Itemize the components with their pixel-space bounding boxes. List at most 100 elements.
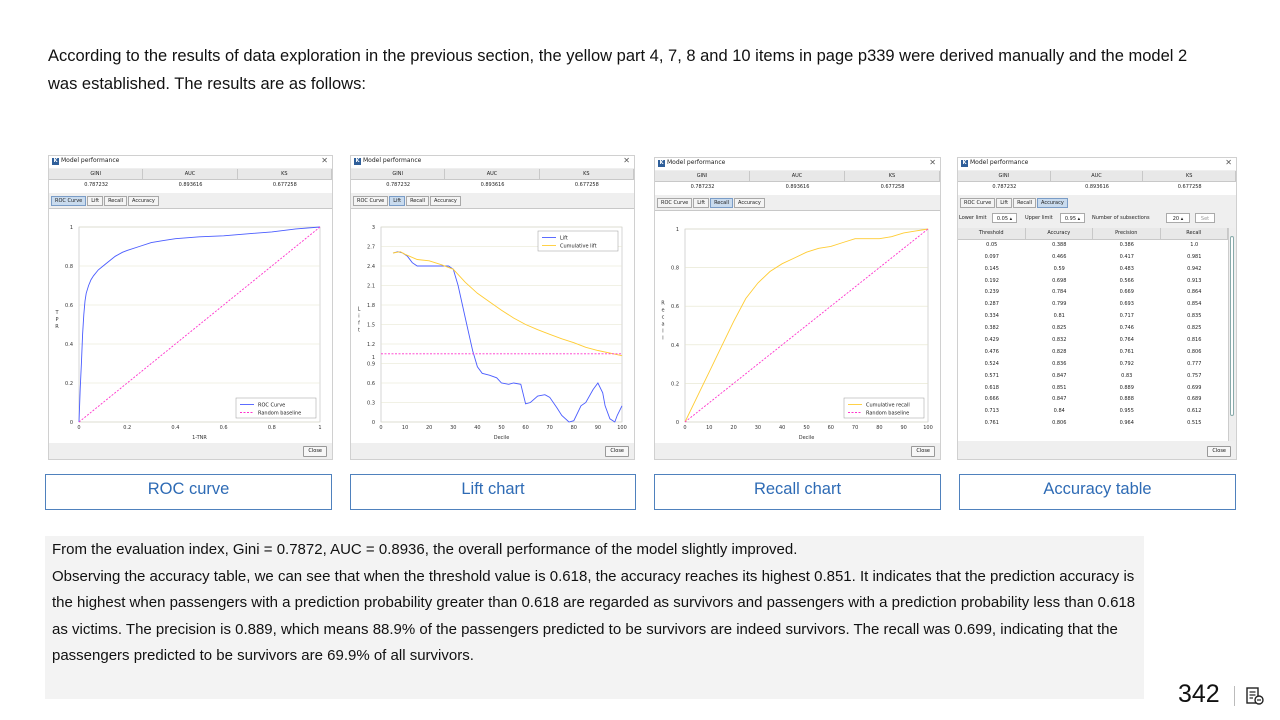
table-cell: 0.693 <box>1119 301 1134 308</box>
column-header[interactable]: Precision <box>1093 228 1161 240</box>
tab-lift[interactable]: Lift <box>389 196 406 206</box>
table-cell: 0.386 <box>1119 241 1134 248</box>
close-icon[interactable]: ✕ <box>929 158 936 167</box>
table-cell: 0.784 <box>1052 289 1067 296</box>
tab-accuracy[interactable]: Accuracy <box>1036 198 1068 208</box>
table-row[interactable]: 0.524 0.836 0.792 0.777 <box>958 359 1228 371</box>
subsections-spinner[interactable]: 20 ▴ <box>1166 213 1190 223</box>
table-row[interactable]: 0.761 0.806 0.964 0.515 <box>958 418 1228 430</box>
tab-bar: ROC Curve Lift Recall Accuracy <box>657 198 766 208</box>
table-row[interactable]: 0.618 0.851 0.889 0.699 <box>958 383 1228 395</box>
table-cell: 0.515 <box>1187 420 1202 427</box>
table-cell: 0.466 <box>1052 253 1067 260</box>
table-cell: 0.83 <box>1121 372 1133 379</box>
column-header[interactable]: Threshold <box>958 228 1026 240</box>
table-scrollbar[interactable] <box>1228 228 1235 441</box>
table-row[interactable]: 0.287 0.799 0.693 0.854 <box>958 299 1228 311</box>
summary-line-2: Observing the accuracy table, we can see… <box>52 567 1136 665</box>
app-logo-icon: K <box>354 158 361 165</box>
model-performance-window-accuracy: K Model performance ✕ GINI AUC KS 0.787232… <box>957 157 1237 460</box>
series-line-roc-curve <box>78 226 321 423</box>
legend-entry: Cumulative recall <box>866 403 910 409</box>
table-cell: 0.666 <box>984 396 999 403</box>
table-row[interactable]: 0.05 0.388 0.386 1.0 <box>958 240 1228 252</box>
tab-lift[interactable]: Lift <box>996 198 1013 208</box>
tab-recall[interactable]: Recall <box>1013 198 1036 208</box>
x-tick-label: 30 <box>450 425 456 431</box>
table-row[interactable]: 0.382 0.825 0.746 0.825 <box>958 323 1228 335</box>
tab-recall[interactable]: Recall <box>104 196 127 206</box>
table-cell: 0.699 <box>1187 384 1202 391</box>
close-button[interactable]: Close <box>303 446 327 457</box>
tab-recall[interactable]: Recall <box>710 198 733 208</box>
table-row[interactable]: 0.334 0.81 0.717 0.835 <box>958 311 1228 323</box>
x-tick-label: 100 <box>617 425 627 431</box>
x-tick-label: 60 <box>522 425 528 431</box>
upper-limit-spinner[interactable]: 0.95 ▴ <box>1060 213 1085 223</box>
tab-roc-curve[interactable]: ROC Curve <box>353 196 389 206</box>
y-tick-label: 0.4 <box>671 343 679 349</box>
y-axis-label-letter: a <box>661 322 664 328</box>
tab-accuracy[interactable]: Accuracy <box>127 196 159 206</box>
window-title: Model performance <box>667 159 726 166</box>
table-row[interactable]: 0.571 0.847 0.83 0.757 <box>958 371 1228 383</box>
y-axis-label-letter: P <box>55 317 58 323</box>
column-header[interactable]: Accuracy <box>1025 228 1093 240</box>
close-icon[interactable]: ✕ <box>321 156 328 165</box>
y-tick-label: 2.7 <box>367 245 375 251</box>
close-button[interactable]: Close <box>911 446 935 457</box>
table-row[interactable]: 0.145 0.59 0.483 0.942 <box>958 264 1228 276</box>
y-axis-label-letter: f <box>358 321 360 327</box>
y-tick-label: 3 <box>372 225 375 231</box>
table-row[interactable]: 0.239 0.784 0.669 0.864 <box>958 287 1228 299</box>
table-row[interactable]: 0.476 0.828 0.761 0.806 <box>958 347 1228 359</box>
scrollbar-thumb[interactable] <box>1230 236 1234 416</box>
tab-accuracy[interactable]: Accuracy <box>733 198 765 208</box>
table-cell: 0.524 <box>984 360 999 367</box>
tab-roc-curve[interactable]: ROC Curve <box>657 198 693 208</box>
x-tick-label: 1 <box>318 425 321 431</box>
y-tick-label: 0 <box>676 420 679 426</box>
table-cell: 0.806 <box>1187 348 1202 355</box>
tab-lift[interactable]: Lift <box>87 196 104 206</box>
table-row[interactable]: 0.429 0.832 0.764 0.816 <box>958 335 1228 347</box>
y-axis-label-letter: T <box>54 310 59 316</box>
tab-recall[interactable]: Recall <box>406 196 429 206</box>
caption-roc: ROC curve <box>45 474 332 510</box>
y-tick-label: 0.6 <box>367 381 375 387</box>
table-row[interactable]: 0.666 0.847 0.888 0.689 <box>958 394 1228 406</box>
table-row[interactable]: 0.192 0.698 0.566 0.913 <box>958 276 1228 288</box>
tab-roc-curve[interactable]: ROC Curve <box>960 198 996 208</box>
y-tick-label: 0.8 <box>65 264 73 270</box>
tab-roc-curve[interactable]: ROC Curve <box>51 196 87 206</box>
lower-limit-spinner[interactable]: 0.05 ▴ <box>992 213 1017 223</box>
table-cell: 0.689 <box>1187 396 1202 403</box>
set-button[interactable]: Set <box>1195 213 1215 223</box>
metric-value: 0.893616 <box>178 182 203 188</box>
roc-chart: 0 0.2 0.4 0.6 0.8 1 0 0.2 0.4 0.6 0.8 1 1-TNR TPR ROC … <box>54 225 321 441</box>
table-cell: 0.382 <box>984 325 999 332</box>
table-cell: 0.854 <box>1187 301 1202 308</box>
tab-lift[interactable]: Lift <box>693 198 710 208</box>
table-cell: 0.84 <box>1053 408 1065 415</box>
table-cell: 0.334 <box>984 313 999 320</box>
table-cell: 0.388 <box>1052 241 1067 248</box>
table-cell: 0.713 <box>984 408 999 415</box>
metric-value: 0.677258 <box>272 182 297 188</box>
tab-bar: ROC Curve Lift Recall Accuracy <box>960 198 1069 208</box>
x-tick-label: 80 <box>571 425 577 431</box>
close-button[interactable]: Close <box>605 446 629 457</box>
table-cell: 0.792 <box>1119 360 1134 367</box>
close-button[interactable]: Close <box>1207 446 1231 457</box>
close-icon[interactable]: ✕ <box>623 156 630 165</box>
legend-entry: Random baseline <box>258 411 301 417</box>
tab-accuracy[interactable]: Accuracy <box>429 196 461 206</box>
table-row[interactable]: 0.097 0.466 0.417 0.981 <box>958 252 1228 264</box>
table-row[interactable]: 0.713 0.84 0.955 0.612 <box>958 406 1228 418</box>
x-tick-label: 0.6 <box>220 425 228 431</box>
document-icon[interactable] <box>1245 686 1265 706</box>
metric-header: AUC <box>143 169 238 180</box>
series-line-random-baseline <box>684 228 929 423</box>
close-icon[interactable]: ✕ <box>1225 158 1232 167</box>
column-header[interactable]: Recall <box>1160 228 1228 240</box>
